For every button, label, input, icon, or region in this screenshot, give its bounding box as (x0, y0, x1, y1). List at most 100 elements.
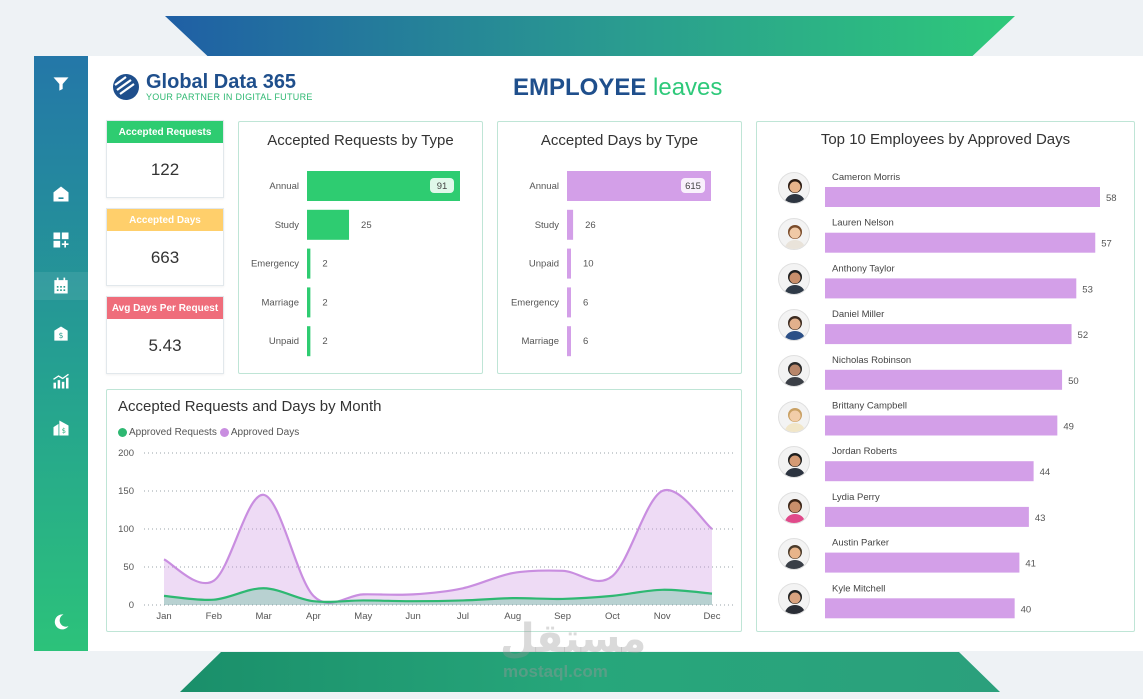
bar[interactable] (567, 209, 574, 240)
kpi-value: 122 (150, 160, 180, 179)
legend-label: Approved Days (230, 427, 300, 438)
employee-name: Austin Parker (832, 538, 889, 549)
x-tick-label: Jan (156, 611, 171, 622)
x-tick-label: Apr (306, 611, 321, 622)
category-label: Study (275, 220, 300, 231)
kpi-accepted-days: Accepted Days 663 (106, 208, 224, 286)
employee-name: Jordan Roberts (832, 446, 897, 457)
employee-name: Cameron Morris (832, 172, 900, 183)
money-icon[interactable]: $ (34, 320, 88, 348)
bar[interactable] (825, 461, 1034, 482)
value-badge (681, 178, 705, 193)
bar[interactable] (825, 598, 1015, 619)
bar[interactable] (307, 248, 311, 279)
employee-avatar (778, 400, 810, 433)
series-line[interactable] (163, 587, 713, 604)
bar[interactable] (825, 552, 1020, 573)
globe-logo-icon (113, 74, 139, 100)
bar[interactable] (825, 415, 1058, 436)
title-part1: EMPLOYEE (513, 74, 647, 101)
legend-item-days[interactable]: Approved Days (219, 427, 300, 438)
category-label: Unpaid (529, 259, 559, 270)
requests-by-type-card: Accepted Requests by Type Annual 91 Study 2… (238, 121, 483, 374)
employee-avatar (778, 263, 810, 296)
chart-icon[interactable] (34, 367, 88, 395)
kpi-accepted-requests: Accepted Requests 122 (106, 120, 224, 198)
card-title: Accepted Days by Type (540, 132, 699, 149)
bar[interactable] (567, 326, 571, 357)
kpi-avg-days: Avg Days Per Request 5.43 (106, 296, 224, 374)
x-tick-label: Jul (457, 611, 469, 622)
employee-name: Kyle Mitchell (832, 583, 885, 594)
bar[interactable] (567, 287, 571, 318)
value-label: 6 (583, 336, 588, 347)
watermark-latin: mostaql.com (503, 662, 608, 681)
card-title: Top 10 Employees by Approved Days (820, 131, 1071, 148)
bar[interactable] (825, 506, 1029, 527)
value-label: 25 (361, 220, 372, 231)
x-tick-label: Jun (405, 611, 420, 622)
x-tick-label: May (354, 611, 372, 622)
employee-name: Nicholas Robinson (832, 355, 911, 366)
bottom-decor-band (180, 652, 1000, 692)
building-dollar-icon[interactable]: $ (34, 414, 88, 442)
moon-icon[interactable] (34, 608, 88, 636)
employee-avatar (778, 217, 810, 250)
x-tick-label: Mar (255, 611, 271, 622)
top-employees-card: Top 10 Employees by Approved Days Camero… (756, 121, 1135, 632)
brand-logo: Global Data 365 YOUR PARTNER IN DIGITAL … (112, 72, 313, 102)
employee-name: Anthony Taylor (832, 263, 895, 274)
monthly-legend: Approved Requests Approved Days (118, 427, 302, 438)
bar[interactable] (307, 209, 350, 240)
title-part2: leaves (653, 74, 723, 101)
monthly-card (106, 389, 742, 632)
monthly-chart-title: Accepted Requests and Days by Month (118, 398, 382, 415)
category-label: Marriage (262, 297, 300, 308)
value-label: 57 (1101, 239, 1112, 250)
x-tick-label: Oct (605, 611, 620, 622)
svg-text:$: $ (59, 331, 64, 340)
value-label: 91 (437, 181, 448, 192)
category-label: Annual (269, 181, 299, 192)
employee-name: Daniel Miller (832, 309, 884, 320)
category-label: Unpaid (269, 336, 299, 347)
x-tick-label: Feb (206, 611, 222, 622)
value-label: 40 (1021, 604, 1032, 615)
bar[interactable] (825, 369, 1063, 390)
bar[interactable] (825, 187, 1100, 207)
value-label: 10 (583, 259, 594, 270)
employee-avatar (778, 491, 810, 524)
x-tick-label: Dec (704, 611, 721, 622)
kpi-label: Avg Days Per Request (107, 297, 223, 319)
bar[interactable] (825, 324, 1072, 345)
category-label: Marriage (522, 336, 560, 347)
bar[interactable] (825, 232, 1096, 253)
employee-avatar (778, 446, 810, 479)
series-line[interactable] (163, 488, 713, 605)
value-label: 2 (322, 297, 327, 308)
value-label: 44 (1040, 467, 1051, 478)
value-label: 58 (1106, 193, 1117, 204)
bar[interactable] (307, 287, 311, 318)
value-label: 43 (1035, 513, 1046, 524)
bar[interactable] (307, 326, 311, 357)
legend-item-requests[interactable]: Approved Requests (118, 427, 217, 438)
series-area (164, 588, 712, 605)
employee-name: Lydia Perry (832, 492, 880, 503)
value-label: 53 (1082, 284, 1093, 295)
dashboard-add-icon[interactable] (34, 226, 88, 254)
kpi-label: Accepted Requests (107, 121, 223, 143)
card-title: Accepted Requests by Type (267, 132, 454, 149)
bar[interactable] (567, 248, 571, 279)
category-label: Annual (529, 181, 559, 192)
bar[interactable] (825, 278, 1077, 299)
home-icon[interactable] (34, 180, 88, 208)
top-employees-chart: Cameron Morris 58 Lauren Nelson 57 Anthony T… (825, 172, 1117, 619)
filter-icon[interactable] (34, 70, 88, 98)
svg-text:$: $ (62, 427, 66, 435)
calendar-icon[interactable] (34, 272, 88, 300)
employee-avatar (778, 583, 810, 616)
y-tick-label: 50 (123, 562, 134, 573)
employee-name: Lauren Nelson (832, 218, 894, 229)
value-label: 49 (1063, 422, 1074, 433)
